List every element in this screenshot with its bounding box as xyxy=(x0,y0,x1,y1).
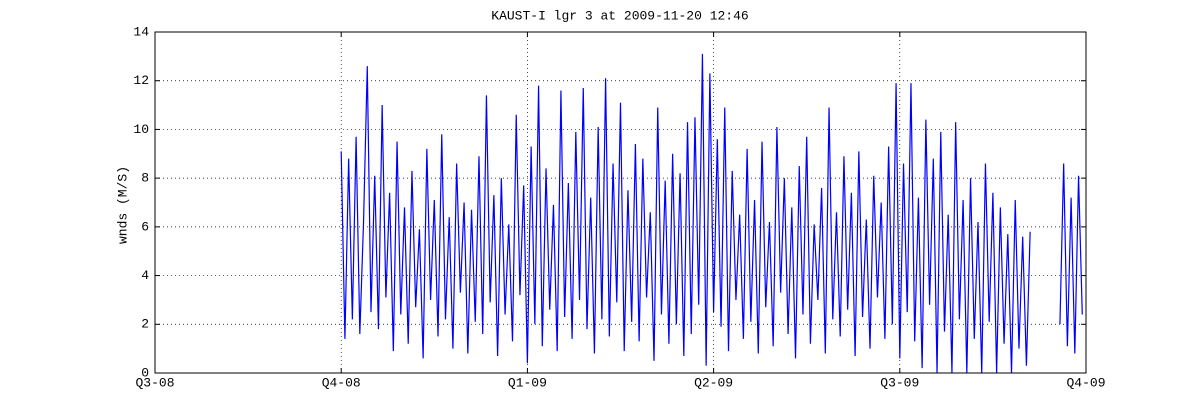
data-line xyxy=(340,53,1083,374)
y-axis-label: wnds (M/S) xyxy=(115,166,130,244)
y-tick-label: 8 xyxy=(141,171,149,186)
x-tick-label: Q1-09 xyxy=(508,375,547,390)
chart-title: KAUST-I lgr 3 at 2009-11-20 12:46 xyxy=(491,8,748,23)
x-tick-label: Q4-09 xyxy=(1066,375,1105,390)
x-tick-label: Q2-09 xyxy=(694,375,733,390)
y-tick-label: 14 xyxy=(133,24,149,39)
y-tick-label: 10 xyxy=(133,122,149,137)
y-tick-label: 6 xyxy=(141,219,149,234)
axes-box xyxy=(154,31,1087,374)
y-tick-label: 4 xyxy=(141,268,149,283)
x-tick-label: Q4-08 xyxy=(322,375,361,390)
x-tick-label: Q3-08 xyxy=(135,375,174,390)
y-tick-label: 0 xyxy=(141,365,149,380)
plot-area: 0 2 4 6 8 10 12 14 Q3-08 Q4-08 Q1-09 Q2-09 Q3-09 Q4-0… xyxy=(133,24,1105,390)
x-tick-label: Q3-09 xyxy=(880,375,919,390)
y-tick-label: 2 xyxy=(141,317,149,332)
y-tick-label: 12 xyxy=(133,73,149,88)
